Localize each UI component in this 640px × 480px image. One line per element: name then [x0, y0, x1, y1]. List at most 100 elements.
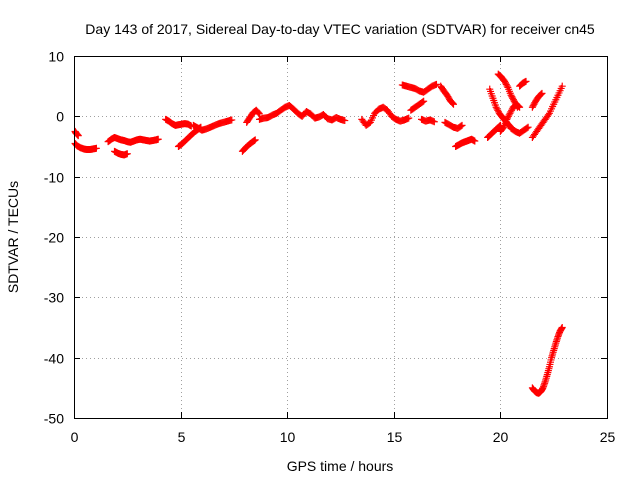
data-point	[457, 122, 465, 130]
data-point	[255, 109, 263, 117]
data-point	[524, 123, 532, 131]
y-axis-label: SDTVAR / TECUs	[5, 181, 21, 293]
data-series-arc-g	[189, 116, 236, 134]
data-series-arc-b	[71, 139, 100, 154]
data-series-arc-x	[528, 89, 546, 111]
data-point	[419, 98, 427, 106]
x-tick-labels: 0 5 10 15 20 25	[71, 429, 616, 445]
data-point	[507, 91, 515, 99]
data-series-arc-e	[162, 115, 195, 130]
data-point	[493, 105, 501, 113]
x-tick-label: 10	[280, 429, 296, 445]
y-tick-label: -10	[44, 170, 64, 186]
data-point	[544, 111, 552, 119]
data-series-arc-q	[452, 135, 479, 150]
data-point	[509, 94, 517, 102]
data-point	[515, 103, 523, 111]
x-tick-label: 5	[178, 429, 186, 445]
data-point	[495, 123, 503, 131]
data-series-arc-z	[528, 324, 566, 397]
data-point	[250, 136, 258, 144]
data-series-arc-p	[441, 118, 466, 132]
data-point	[537, 90, 545, 98]
y-tick-label: -20	[44, 230, 64, 246]
x-tick-label: 0	[71, 429, 79, 445]
data-point	[503, 82, 511, 90]
data-point	[509, 96, 517, 104]
data-point	[504, 112, 512, 120]
data-point	[458, 121, 466, 129]
data-series-arc-w	[516, 77, 530, 90]
y-tick-label: -50	[44, 411, 64, 427]
y-tick-label: -30	[44, 290, 64, 306]
y-tick-label: 10	[48, 49, 64, 65]
data-point	[430, 118, 438, 126]
data-point	[502, 80, 510, 88]
data-series-arc-k	[358, 103, 413, 129]
data-series-arc-d	[111, 147, 131, 159]
data-series-arc-o	[437, 82, 457, 108]
x-tick-label: 15	[387, 429, 403, 445]
data-point	[501, 79, 509, 87]
data-point	[505, 111, 513, 119]
y-tick-labels: -50 -40 -30 -20 -10 0 10	[44, 49, 64, 427]
data-point	[522, 77, 530, 85]
x-axis-label: GPS time / hours	[287, 458, 394, 474]
data-point	[449, 99, 457, 107]
data-point	[538, 89, 546, 97]
data-point	[228, 116, 236, 124]
data-point	[529, 102, 537, 110]
data-point	[154, 135, 162, 143]
grid	[74, 56, 607, 418]
data-series-arc-j	[255, 101, 349, 125]
data-point	[501, 77, 509, 85]
data-series-arc-l	[398, 80, 440, 96]
data-point	[530, 100, 538, 108]
data-point	[503, 115, 511, 123]
data-point	[496, 122, 504, 130]
data-point	[123, 150, 131, 158]
y-tick-label: 0	[56, 109, 64, 125]
data-point	[508, 93, 516, 101]
data-series-arc-y	[528, 82, 566, 141]
data-series-arc-n	[418, 115, 438, 126]
data-point	[516, 103, 524, 111]
data-series-arc-i	[243, 106, 263, 126]
data-series-arc-t	[496, 100, 524, 135]
data-point	[492, 103, 500, 111]
x-tick-label: 20	[493, 429, 509, 445]
plot-frame	[74, 56, 608, 419]
data-point	[471, 137, 479, 145]
chart-title: Day 143 of 2017, Sidereal Day-to-day VTE…	[85, 21, 595, 37]
data-point	[250, 137, 258, 145]
data-point	[504, 114, 512, 122]
y-tick-label: -40	[44, 351, 64, 367]
data-series-arc-v	[507, 123, 532, 137]
data-point	[74, 132, 82, 140]
data-series-arc-a	[71, 127, 82, 140]
x-tick-label: 25	[600, 429, 616, 445]
data-point	[405, 114, 413, 122]
data-point	[432, 80, 440, 88]
data-point	[251, 136, 259, 144]
data-point	[449, 100, 457, 108]
data-series-arc-u	[484, 121, 504, 141]
data-point	[528, 103, 536, 111]
data-series-group	[71, 70, 566, 397]
data-point	[536, 91, 544, 99]
data-point	[523, 124, 531, 132]
data-point	[494, 106, 502, 114]
data-point	[514, 102, 522, 110]
data-point	[506, 109, 514, 117]
data-series-arc-h	[238, 136, 259, 155]
data-series-arc-c	[104, 133, 162, 146]
data-series-arc-m	[407, 97, 428, 114]
data-point	[341, 117, 349, 125]
data-point	[420, 97, 428, 105]
data-point	[507, 108, 515, 116]
data-point	[496, 121, 504, 129]
data-point	[558, 324, 566, 331]
data-point	[92, 144, 100, 152]
data-point	[558, 82, 566, 90]
